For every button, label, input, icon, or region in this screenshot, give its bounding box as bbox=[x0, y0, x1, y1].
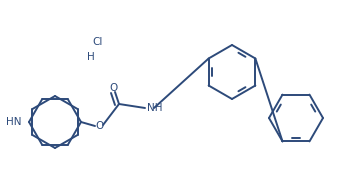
Text: H: H bbox=[87, 52, 95, 62]
Text: HN: HN bbox=[5, 117, 21, 127]
Text: O: O bbox=[95, 121, 103, 131]
Text: NH: NH bbox=[147, 103, 163, 113]
Text: O: O bbox=[109, 83, 117, 93]
Text: Cl: Cl bbox=[92, 37, 102, 47]
